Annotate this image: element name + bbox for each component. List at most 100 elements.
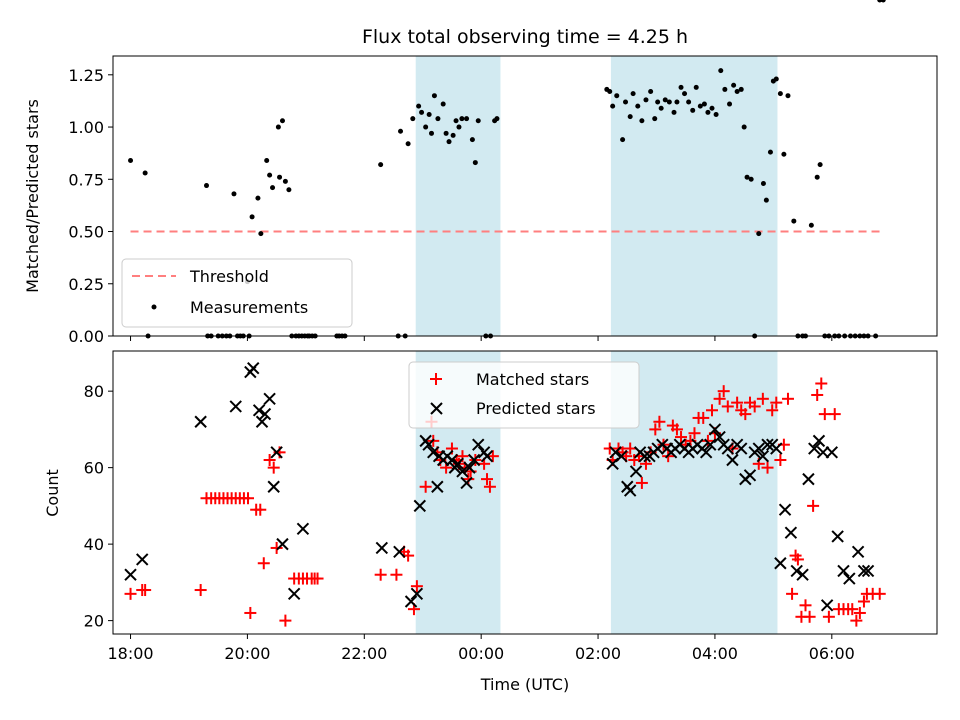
- measurement-point: [763, 197, 769, 203]
- measurement-point: [279, 118, 285, 124]
- predicted-stars-point: [296, 522, 310, 536]
- matched-stars-point: [139, 584, 152, 597]
- matched-stars-point: [244, 606, 257, 619]
- matched-stars-point: [653, 415, 666, 428]
- predicted-stars-point: [784, 526, 798, 539]
- matched-stars-point: [811, 388, 824, 401]
- top-y-tick-label: 1.00: [68, 118, 104, 137]
- predicted-stars-point: [258, 407, 272, 421]
- matched-stars-point: [267, 461, 280, 474]
- measurement-point: [635, 103, 641, 109]
- top-y-tick-label: 0.00: [68, 327, 104, 346]
- matched-stars-point: [624, 442, 637, 455]
- measurement-point: [658, 105, 664, 111]
- matched-stars-point: [770, 396, 783, 409]
- measurement-point: [469, 137, 475, 143]
- measurement-point: [731, 82, 737, 88]
- measurement-point: [623, 99, 629, 105]
- predicted-stars-point: [843, 572, 856, 585]
- matched-stars-point: [748, 400, 761, 413]
- bottom-y-tick-label: 80: [84, 382, 104, 401]
- measurement-point: [682, 91, 688, 97]
- predicted-stars-point: [124, 568, 137, 581]
- measurement-point: [494, 116, 500, 122]
- legend-predicted-swatch: [430, 402, 443, 415]
- predicted-stars-point: [726, 453, 739, 467]
- predicted-stars-point: [413, 499, 427, 513]
- measurement-point: [446, 139, 452, 145]
- measurement-point: [275, 124, 281, 130]
- measurement-point: [627, 114, 633, 120]
- measurement-point: [693, 84, 699, 90]
- measurement-point: [277, 174, 283, 180]
- predicted-stars-point: [252, 404, 266, 417]
- measurement-point: [472, 160, 478, 166]
- measurement-point: [142, 170, 148, 176]
- measurement-point: [267, 172, 273, 178]
- predicted-stars-point: [816, 446, 830, 459]
- matched-stars-point: [649, 423, 662, 436]
- bottom-y-axis-label: Count: [43, 469, 62, 517]
- matched-stars-point: [390, 568, 403, 581]
- measurement-point: [435, 116, 441, 122]
- matched-stars-point: [254, 503, 267, 516]
- matched-stars-point: [766, 404, 779, 417]
- predicted-stars-point: [427, 446, 440, 459]
- measurement-point: [671, 109, 677, 115]
- top-y-tick-label: 0.25: [68, 275, 104, 294]
- predicted-stars-point: [287, 587, 301, 601]
- measurement-point: [453, 118, 459, 124]
- predicted-stars-point: [467, 453, 481, 467]
- measurement-point: [808, 222, 814, 228]
- measurement-point: [678, 84, 684, 90]
- predicted-stars-point: [721, 442, 734, 455]
- measurement-point: [773, 76, 779, 82]
- predicted-stars-point: [410, 587, 424, 601]
- predicted-stars-point: [790, 564, 803, 578]
- measurement-point: [464, 116, 470, 122]
- matched-stars-point: [483, 480, 496, 493]
- legend-matched-label: Matched stars: [476, 370, 589, 389]
- bottom-y-tick-label: 20: [84, 612, 104, 631]
- predicted-stars-point: [756, 449, 770, 463]
- predicted-stars-point: [267, 480, 280, 493]
- top-y-axis-label: Matched/Predicted stars: [23, 99, 42, 293]
- bottom-y-tick-label: 40: [84, 535, 104, 554]
- predicted-stars-point: [778, 503, 792, 516]
- matched-stars-point: [791, 553, 804, 566]
- bottom-legend-box: [408, 361, 640, 429]
- matched-stars-point: [850, 614, 863, 627]
- measurement-point: [718, 68, 724, 74]
- measurement-point: [760, 180, 766, 186]
- matched-stars-point: [803, 610, 816, 623]
- predicted-stars-point: [456, 465, 469, 478]
- measurement-point: [781, 151, 787, 157]
- predicted-stars-point: [857, 564, 871, 578]
- measurement-point: [398, 128, 404, 134]
- matched-stars-point: [846, 603, 859, 616]
- predicted-stars-point: [463, 461, 476, 474]
- legend-measurements-swatch: [151, 304, 157, 310]
- measurement-point: [777, 91, 783, 97]
- predicted-stars-point: [808, 442, 821, 455]
- measurement-point: [282, 178, 288, 184]
- predicted-stars-point: [861, 564, 875, 578]
- measurement-point: [744, 174, 750, 180]
- x-tick-label: 04:00: [692, 644, 738, 663]
- predicted-stars-point: [393, 545, 406, 558]
- predicted-stars-point: [770, 442, 783, 455]
- x-tick-label: 00:00: [458, 644, 504, 663]
- bottom-panel: 18:00 20:00 22:00 00:00 02:00 04:00 06:00 20 40…: [43, 350, 938, 694]
- predicted-stars-point: [774, 557, 787, 570]
- matched-stars-point: [279, 614, 292, 627]
- legend-predicted-label: Predicted stars: [476, 399, 596, 418]
- x-tick-label: 18:00: [107, 644, 153, 663]
- measurement-point: [405, 141, 411, 147]
- measurement-point: [258, 231, 264, 237]
- measurement-point: [662, 97, 668, 103]
- matched-stars-point: [263, 453, 276, 466]
- matched-stars-point: [194, 584, 207, 597]
- measurement-point: [264, 157, 270, 163]
- predicted-stars-point: [704, 438, 717, 451]
